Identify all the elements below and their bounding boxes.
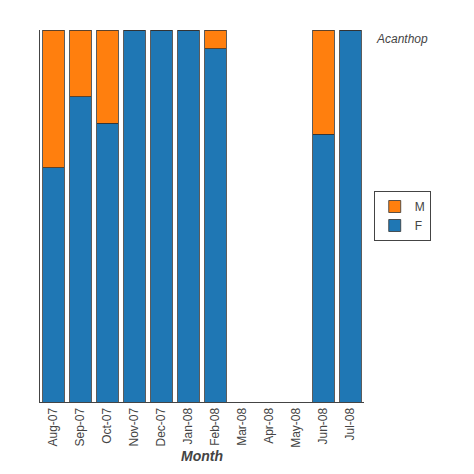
svg-text:Feb-08: Feb-08 bbox=[208, 407, 222, 445]
svg-text:Jul-08: Jul-08 bbox=[343, 407, 357, 440]
svg-text:Month: Month bbox=[181, 448, 223, 464]
svg-text:Oct-07: Oct-07 bbox=[100, 407, 114, 443]
svg-text:Aug-07: Aug-07 bbox=[46, 407, 60, 446]
svg-text:Jan-08: Jan-08 bbox=[181, 407, 195, 444]
svg-text:May-08: May-08 bbox=[289, 407, 303, 447]
svg-text:Sep-07: Sep-07 bbox=[73, 407, 87, 446]
svg-text:F: F bbox=[415, 219, 422, 233]
svg-text:Acanthop: Acanthop bbox=[376, 32, 428, 46]
svg-text:Jun-08: Jun-08 bbox=[316, 407, 330, 444]
svg-text:Mar-08: Mar-08 bbox=[235, 407, 249, 445]
svg-text:Nov-07: Nov-07 bbox=[127, 407, 141, 446]
svg-text:M: M bbox=[415, 200, 425, 214]
svg-text:Dec-07: Dec-07 bbox=[154, 407, 168, 446]
svg-text:Apr-08: Apr-08 bbox=[262, 407, 276, 443]
